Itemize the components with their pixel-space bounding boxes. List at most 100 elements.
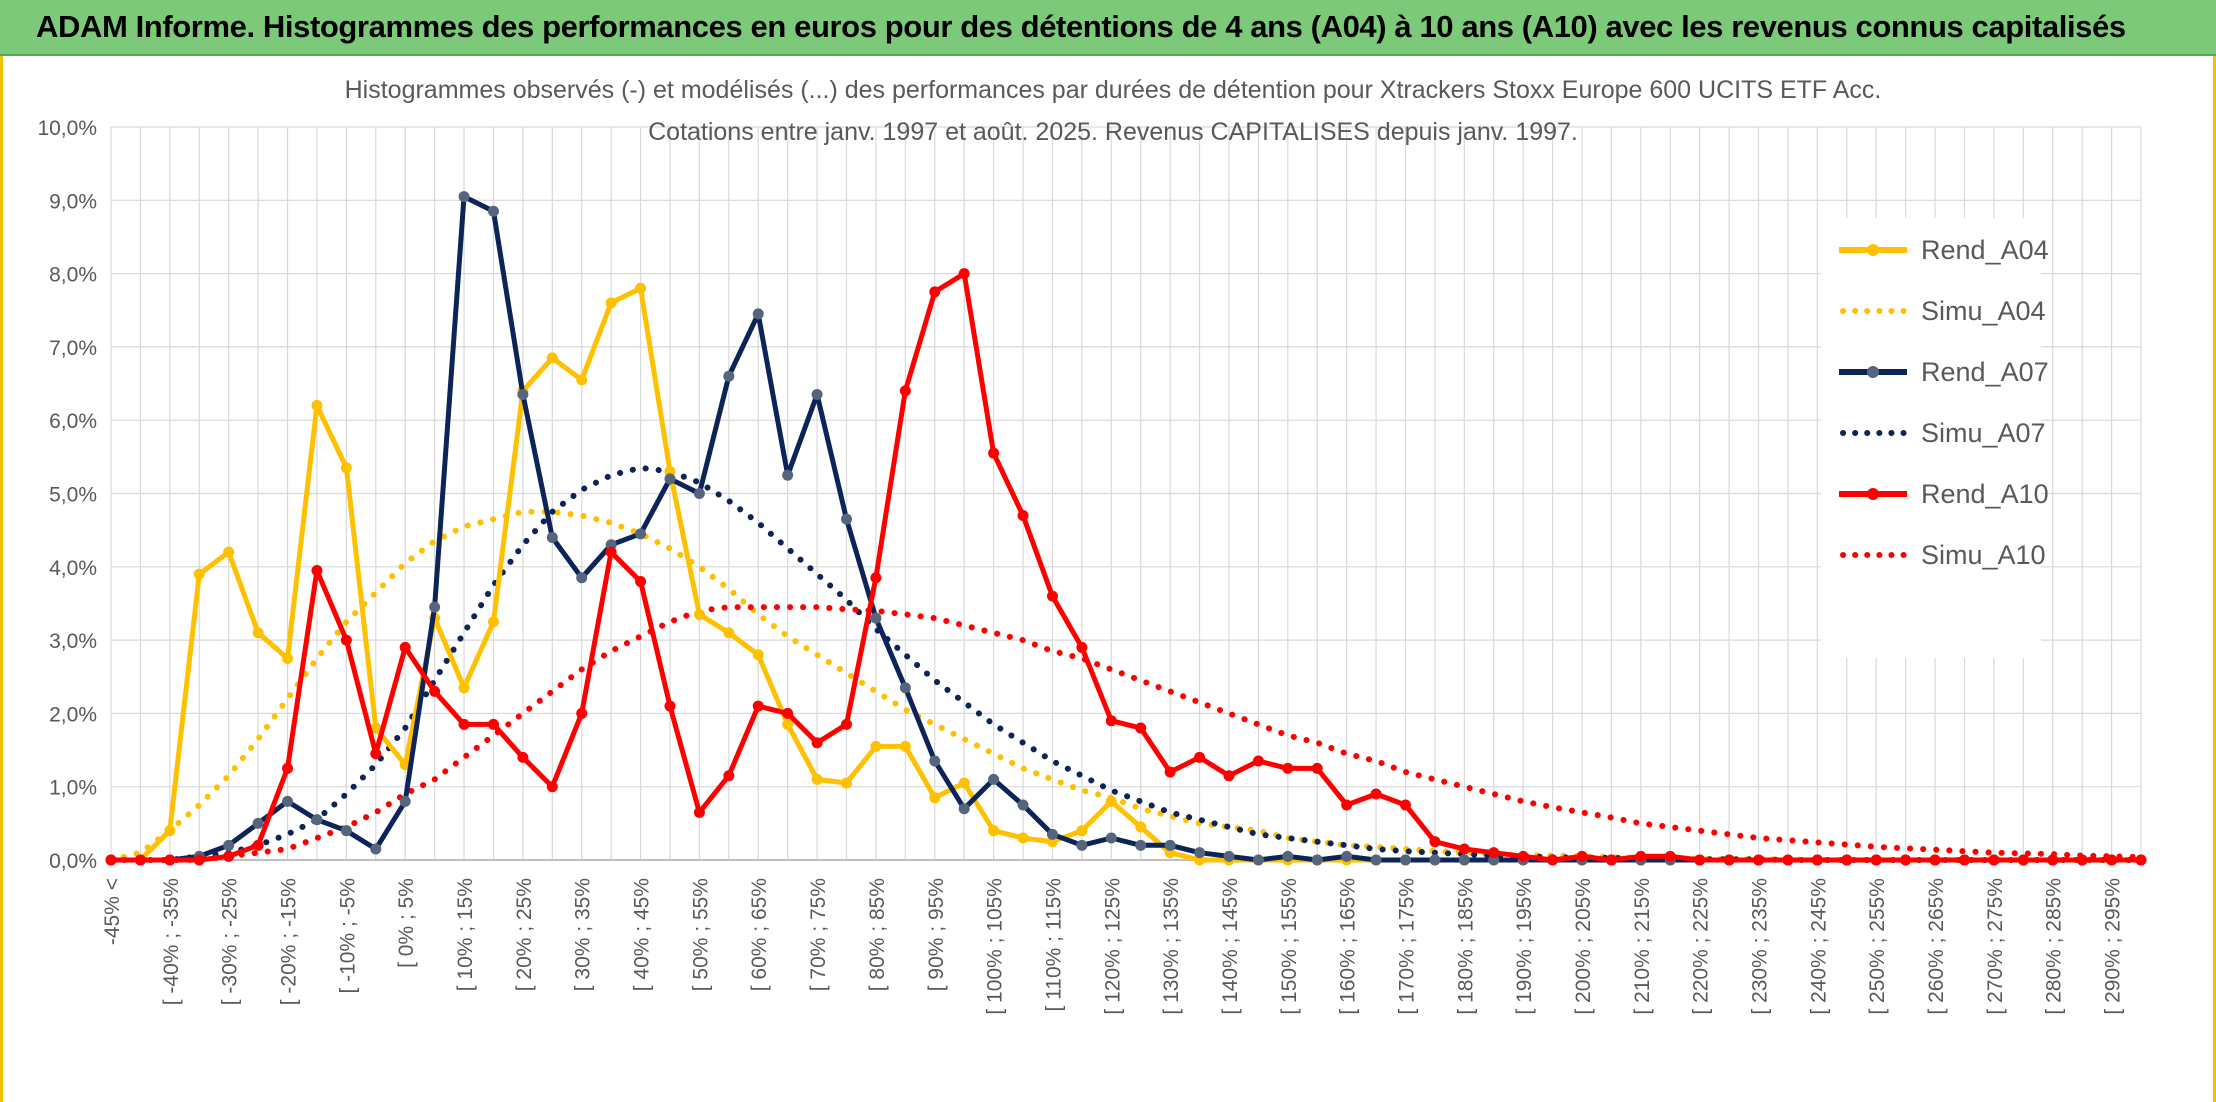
data-point xyxy=(1311,762,1323,774)
data-point xyxy=(841,513,853,525)
data-point xyxy=(723,370,735,382)
legend-marker xyxy=(1867,488,1879,500)
y-tick-label: 9,0% xyxy=(49,190,97,213)
data-point xyxy=(1223,850,1235,862)
data-point xyxy=(546,781,558,793)
legend-marker xyxy=(1867,366,1879,378)
chart-subtitle: Cotations entre janv. 1997 et août. 2025… xyxy=(648,118,1578,146)
data-point xyxy=(1488,847,1500,859)
data-point xyxy=(929,755,941,767)
data-point xyxy=(1017,509,1029,521)
series-line xyxy=(111,271,2141,863)
data-point xyxy=(370,748,382,760)
data-point xyxy=(664,700,676,712)
data-point xyxy=(1046,828,1058,840)
data-point xyxy=(458,718,470,730)
series-line xyxy=(108,604,2144,863)
x-tick-label: [ 190% ; 195% xyxy=(1513,878,1536,1015)
x-tick-label: [ 150% ; 155% xyxy=(1278,878,1301,1015)
data-point xyxy=(1753,854,1765,866)
y-tick-label: 7,0% xyxy=(49,337,97,360)
data-point xyxy=(134,854,146,866)
data-point xyxy=(958,777,970,789)
x-tick-label: [ 270% ; 275% xyxy=(1984,878,2007,1015)
data-point xyxy=(1988,854,2000,866)
data-point xyxy=(1370,854,1382,866)
x-tick-label: [ -30% ; -25% xyxy=(219,878,242,1005)
x-tick-label: [ 40% ; 45% xyxy=(631,878,654,991)
data-point xyxy=(2047,854,2059,866)
data-point xyxy=(870,612,882,624)
data-point xyxy=(1311,854,1323,866)
data-point xyxy=(988,447,1000,459)
y-tick-label: 1,0% xyxy=(49,777,97,800)
data-point xyxy=(782,469,794,481)
data-point xyxy=(1576,850,1588,862)
data-point xyxy=(282,795,294,807)
data-point xyxy=(193,854,205,866)
x-tick-label: [ 50% ; 55% xyxy=(689,878,712,991)
data-point xyxy=(958,803,970,815)
x-tick-label: [ 30% ; 35% xyxy=(572,878,595,991)
data-point xyxy=(1429,854,1441,866)
legend-label: Simu_A07 xyxy=(1921,418,2046,448)
data-point xyxy=(870,740,882,752)
data-point xyxy=(1252,755,1264,767)
data-point xyxy=(1664,850,1676,862)
x-tick-label: [ 220% ; 225% xyxy=(1690,878,1713,1015)
x-tick-label: [ 280% ; 285% xyxy=(2043,878,2066,1015)
data-point xyxy=(870,572,882,584)
data-point xyxy=(841,777,853,789)
legend-marker xyxy=(1867,244,1879,256)
data-point xyxy=(576,707,588,719)
data-point xyxy=(2017,854,2029,866)
legend-item-rend_a04: Rend_A04 xyxy=(1839,235,2049,265)
data-point xyxy=(1399,799,1411,811)
data-point xyxy=(164,854,176,866)
x-tick-label: [ 160% ; 165% xyxy=(1337,878,1360,1015)
data-point xyxy=(282,762,294,774)
data-point xyxy=(782,718,794,730)
data-point xyxy=(429,601,441,613)
legend-label: Rend_A04 xyxy=(1921,235,2049,265)
data-point xyxy=(1841,854,1853,866)
y-axis: 0,0% 1,0% 2,0% 3,0% 4,0% 5,0% 6,0% 7,0% 8,0% 9,0%… xyxy=(37,117,97,873)
data-point xyxy=(340,634,352,646)
data-point xyxy=(752,308,764,320)
data-point xyxy=(311,400,323,412)
x-tick-label: [ 70% ; 75% xyxy=(807,878,830,991)
y-tick-label: 0,0% xyxy=(49,850,97,873)
data-point xyxy=(1105,832,1117,844)
data-point xyxy=(1282,762,1294,774)
x-tick-label: [ 110% ; 115% xyxy=(1042,878,1065,1011)
data-point xyxy=(1135,821,1147,833)
data-point xyxy=(1811,854,1823,866)
data-point xyxy=(693,806,705,818)
data-point xyxy=(1105,795,1117,807)
data-point xyxy=(1341,850,1353,862)
data-point xyxy=(223,850,235,862)
series-rend_a10 xyxy=(105,268,2147,866)
data-point xyxy=(1194,751,1206,763)
data-point xyxy=(252,839,264,851)
data-point xyxy=(1870,854,1882,866)
data-point xyxy=(517,389,529,401)
data-point xyxy=(1458,854,1470,866)
data-point xyxy=(1252,854,1264,866)
data-point xyxy=(370,843,382,855)
data-point xyxy=(1782,854,1794,866)
y-tick-label: 5,0% xyxy=(49,484,97,507)
x-tick-label: [ 100% ; 105% xyxy=(984,878,1007,1015)
legend-label: Rend_A07 xyxy=(1921,357,2049,387)
legend-item-rend_a10: Rend_A10 xyxy=(1839,479,2049,509)
x-tick-label: [ -20% ; -15% xyxy=(278,878,301,1005)
data-point xyxy=(517,751,529,763)
data-point xyxy=(546,352,558,364)
data-point xyxy=(1017,799,1029,811)
data-point xyxy=(399,795,411,807)
data-point xyxy=(2076,854,2088,866)
data-point xyxy=(576,572,588,584)
x-tick-label: [ 140% ; 145% xyxy=(1219,878,1242,1015)
data-point xyxy=(1694,854,1706,866)
data-point xyxy=(370,722,382,734)
